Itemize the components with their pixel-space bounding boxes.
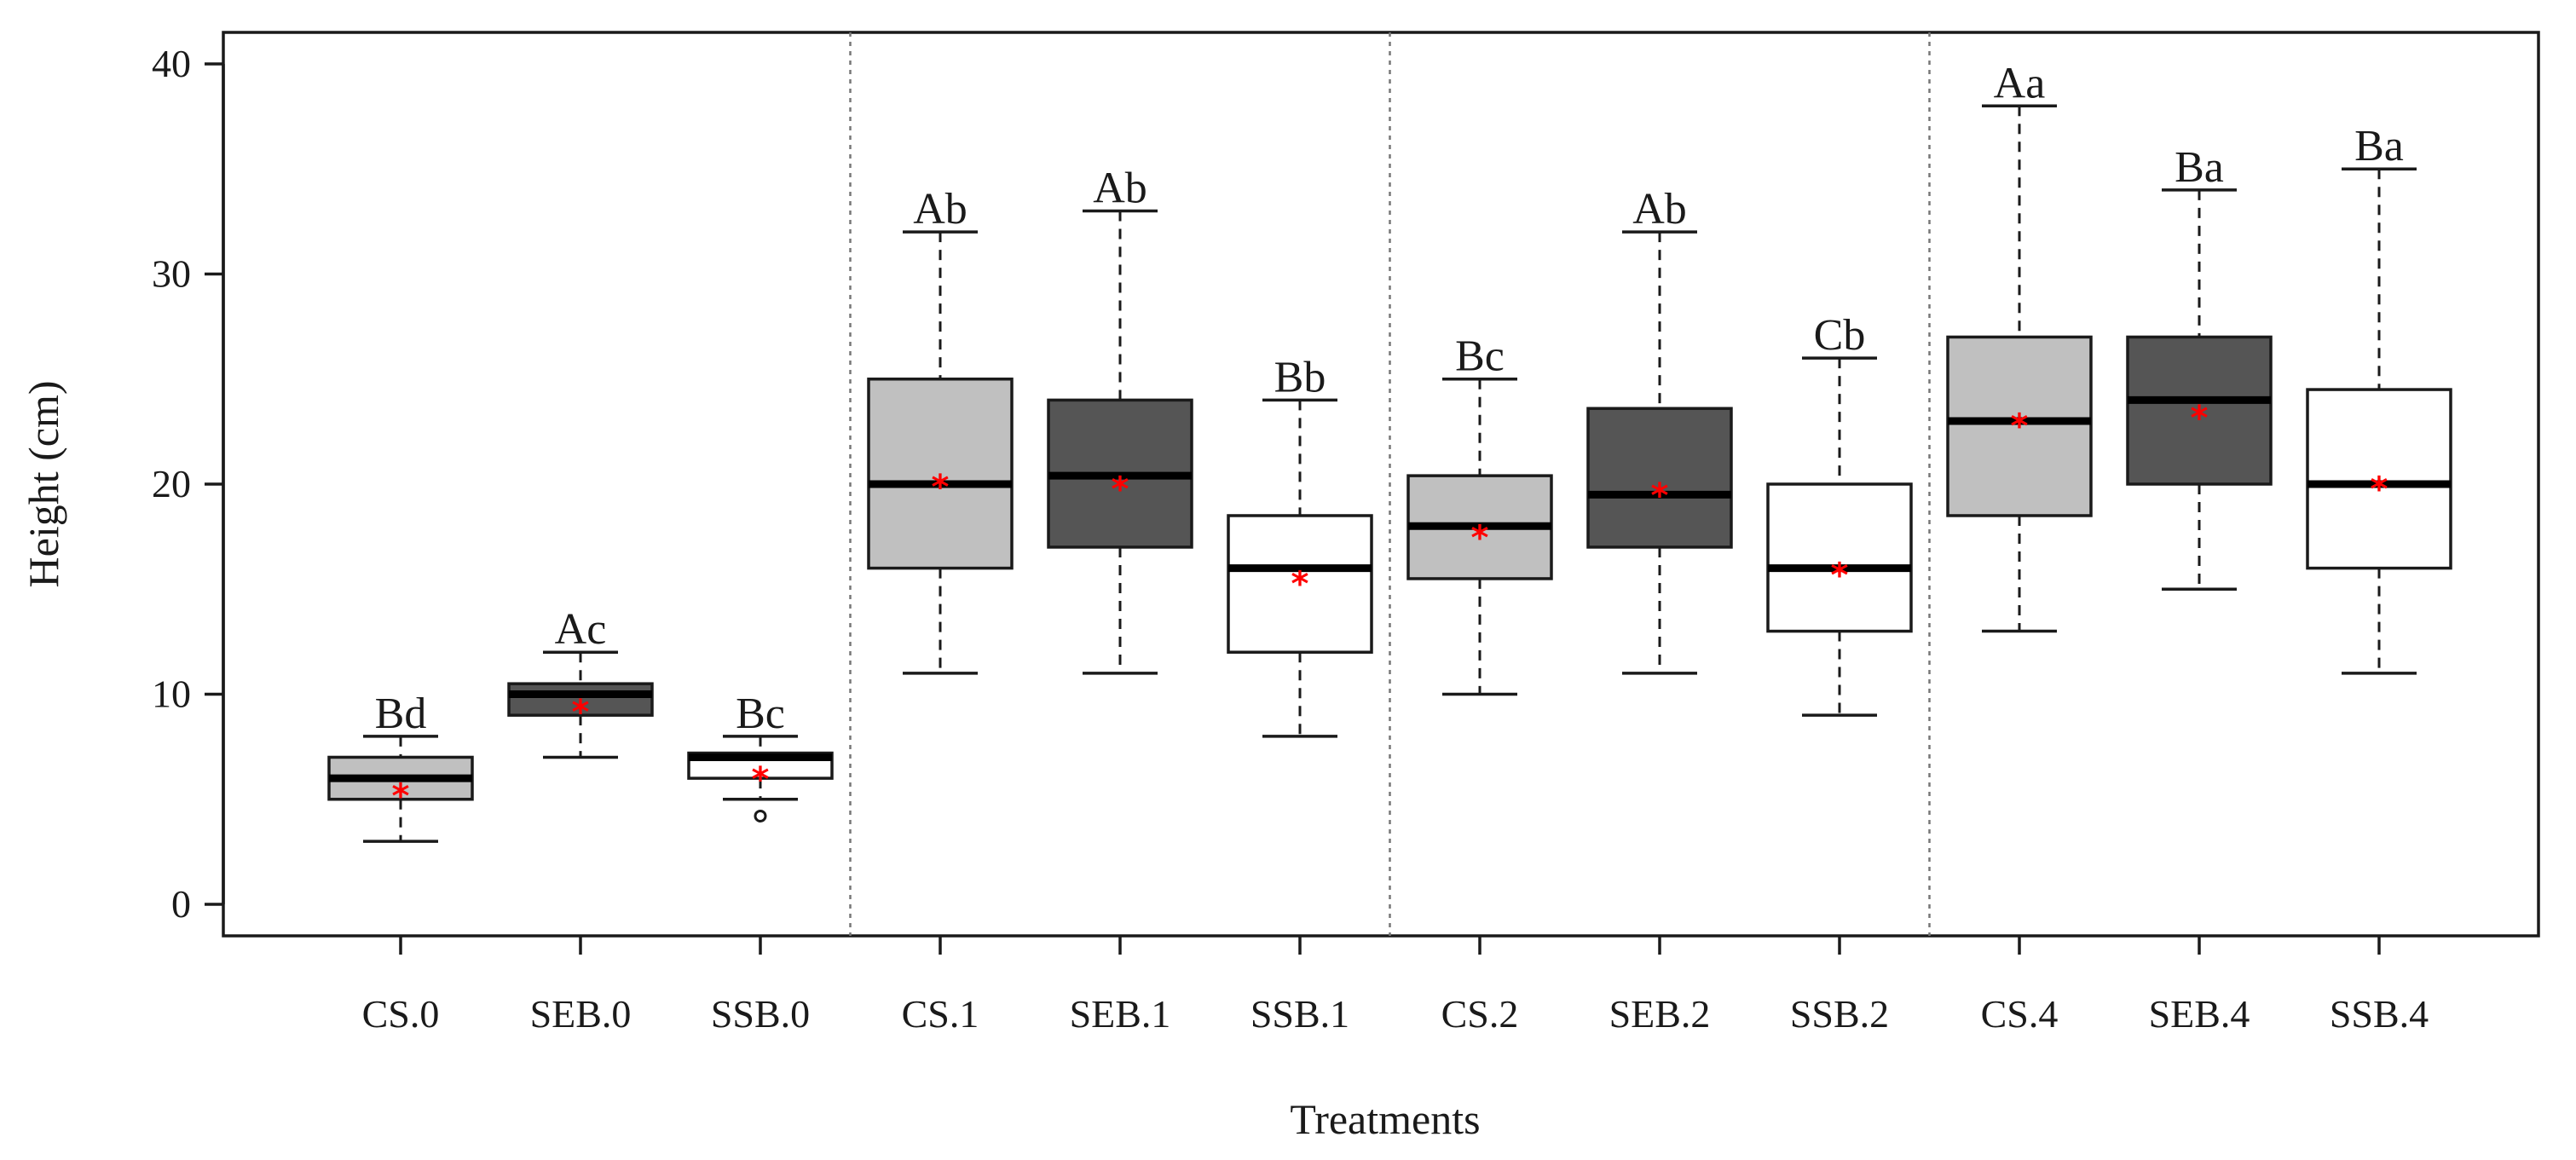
box-SEB.1: * Ab [1047, 164, 1193, 675]
box-CS.2: * Bc [1406, 332, 1553, 696]
significance-letter: Ab [913, 185, 967, 234]
box-SSB.2: * Cb [1766, 311, 1913, 717]
significance-letter: Bb [1274, 353, 1326, 401]
mean-marker: * [392, 777, 410, 817]
mean-marker: * [1651, 476, 1669, 516]
x-tick-label: CS.1 [902, 992, 979, 1036]
iqr-box [1766, 482, 1913, 633]
x-axis: CS.0 SEB.0 SSB.0 CS.1 SEB.1 SSB.1 CS.2 SEB.2 SSB… [362, 936, 2429, 1036]
iqr-box [2306, 388, 2452, 570]
significance-letter: Bc [736, 690, 785, 738]
outlier-point [754, 809, 767, 822]
iqr-box [1586, 407, 1733, 549]
box-CS.1: * Ab [867, 185, 1014, 675]
mean-marker: * [1831, 557, 1849, 596]
box-SEB.4: * Ba [2126, 143, 2273, 592]
mean-marker: * [2011, 407, 2029, 447]
mean-marker: * [1471, 518, 1489, 557]
box-CS.4: * Aa [1946, 59, 2093, 633]
x-tick-label: CS.2 [1441, 992, 1519, 1036]
iqr-box [507, 682, 654, 717]
x-tick-label: SEB.1 [1070, 992, 1171, 1036]
significance-letter: Ba [2175, 143, 2224, 192]
box-SSB.0: * Bc [687, 690, 834, 822]
iqr-box [2126, 335, 2273, 486]
mean-marker: * [2191, 399, 2209, 438]
x-tick-label: SEB.2 [1609, 992, 1711, 1036]
box-SSB.1: * Bb [1227, 353, 1373, 738]
significance-letter: Cb [1814, 311, 1866, 360]
box-SSB.4: * Ba [2306, 122, 2452, 675]
mean-marker: * [1112, 470, 1129, 510]
y-tick-label: 0 [171, 882, 191, 926]
box-series: * Bd * Ac * Bc * Ab * Ab * Bb * Bc * Ab * Cb * Aa * Ba * Ba [327, 59, 2452, 843]
y-tick-label: 10 [152, 672, 191, 716]
y-tick-label: 40 [152, 42, 191, 85]
significance-letter: Bd [375, 690, 427, 738]
y-axis: 0 10 20 30 40 [152, 42, 225, 926]
x-tick-label: SSB.2 [1790, 992, 1889, 1036]
y-axis-title: Height (cm) [20, 381, 67, 588]
x-tick-label: CS.0 [362, 992, 440, 1036]
iqr-box [1227, 514, 1373, 654]
x-tick-label: SSB.1 [1250, 992, 1349, 1036]
y-tick-label: 30 [152, 251, 191, 295]
x-tick-label: SSB.0 [711, 992, 810, 1036]
x-tick-label: SEB.0 [530, 992, 632, 1036]
mean-marker: * [1291, 565, 1309, 604]
x-tick-label: SEB.4 [2149, 992, 2250, 1036]
significance-letter: Ba [2354, 122, 2404, 170]
x-tick-label: SSB.4 [2330, 992, 2429, 1036]
x-axis-title: Treatments [1290, 1095, 1480, 1143]
mean-marker: * [572, 693, 590, 732]
x-tick-label: CS.4 [1981, 992, 2059, 1036]
mean-marker: * [752, 760, 770, 799]
group-separators [849, 32, 1931, 936]
iqr-box [867, 377, 1014, 570]
significance-letter: Ab [1632, 185, 1687, 234]
significance-letter: Aa [1994, 59, 2046, 107]
significance-letter: Ac [555, 605, 607, 654]
iqr-box [1946, 335, 2093, 517]
mean-marker: * [2371, 470, 2388, 510]
significance-letter: Bc [1455, 332, 1505, 381]
significance-letter: Ab [1093, 164, 1147, 213]
box-CS.0: * Bd [327, 690, 474, 843]
mean-marker: * [932, 468, 950, 507]
y-tick-label: 20 [152, 462, 191, 505]
box-SEB.2: * Ab [1586, 185, 1733, 675]
box-SEB.0: * Ac [507, 605, 654, 759]
